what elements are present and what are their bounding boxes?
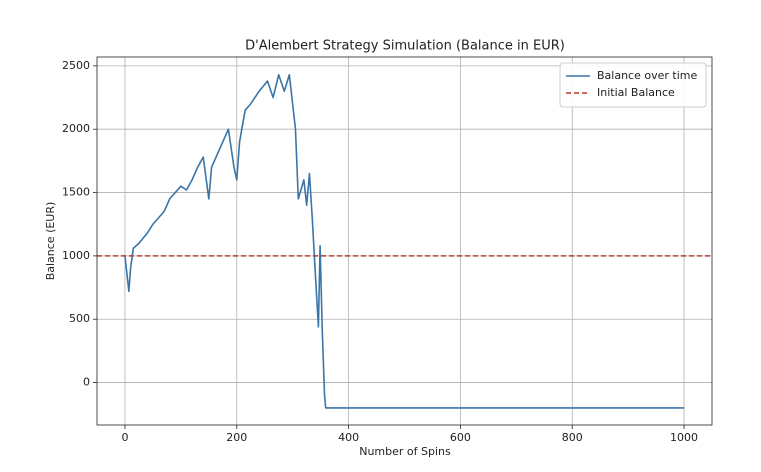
y-tick-label: 1000 [62, 249, 90, 262]
y-tick-label: 1500 [62, 186, 90, 199]
x-tick-label: 400 [338, 431, 359, 444]
x-tick-label: 600 [450, 431, 471, 444]
x-tick-label: 200 [226, 431, 247, 444]
legend-label: Initial Balance [597, 86, 675, 99]
y-axis-label: Balance (EUR) [44, 202, 57, 281]
x-tick-label: 1000 [670, 431, 698, 444]
legend-box [559, 62, 707, 108]
x-tick-label: 800 [562, 431, 583, 444]
data-line [124, 73, 685, 409]
plot-frame [96, 56, 713, 426]
y-tick-label: 2000 [62, 122, 90, 135]
y-tick-label: 500 [69, 312, 90, 325]
y-tick-label: 0 [83, 376, 90, 389]
y-tick-label: 2500 [62, 59, 90, 72]
x-tick-label: 0 [121, 431, 128, 444]
chart-title: D'Alembert Strategy Simulation (Balance … [245, 39, 565, 54]
legend-label: Balance over time [597, 69, 697, 82]
x-axis-label: Number of Spins [359, 445, 451, 458]
legend: Balance over time Initial Balance [559, 62, 707, 108]
